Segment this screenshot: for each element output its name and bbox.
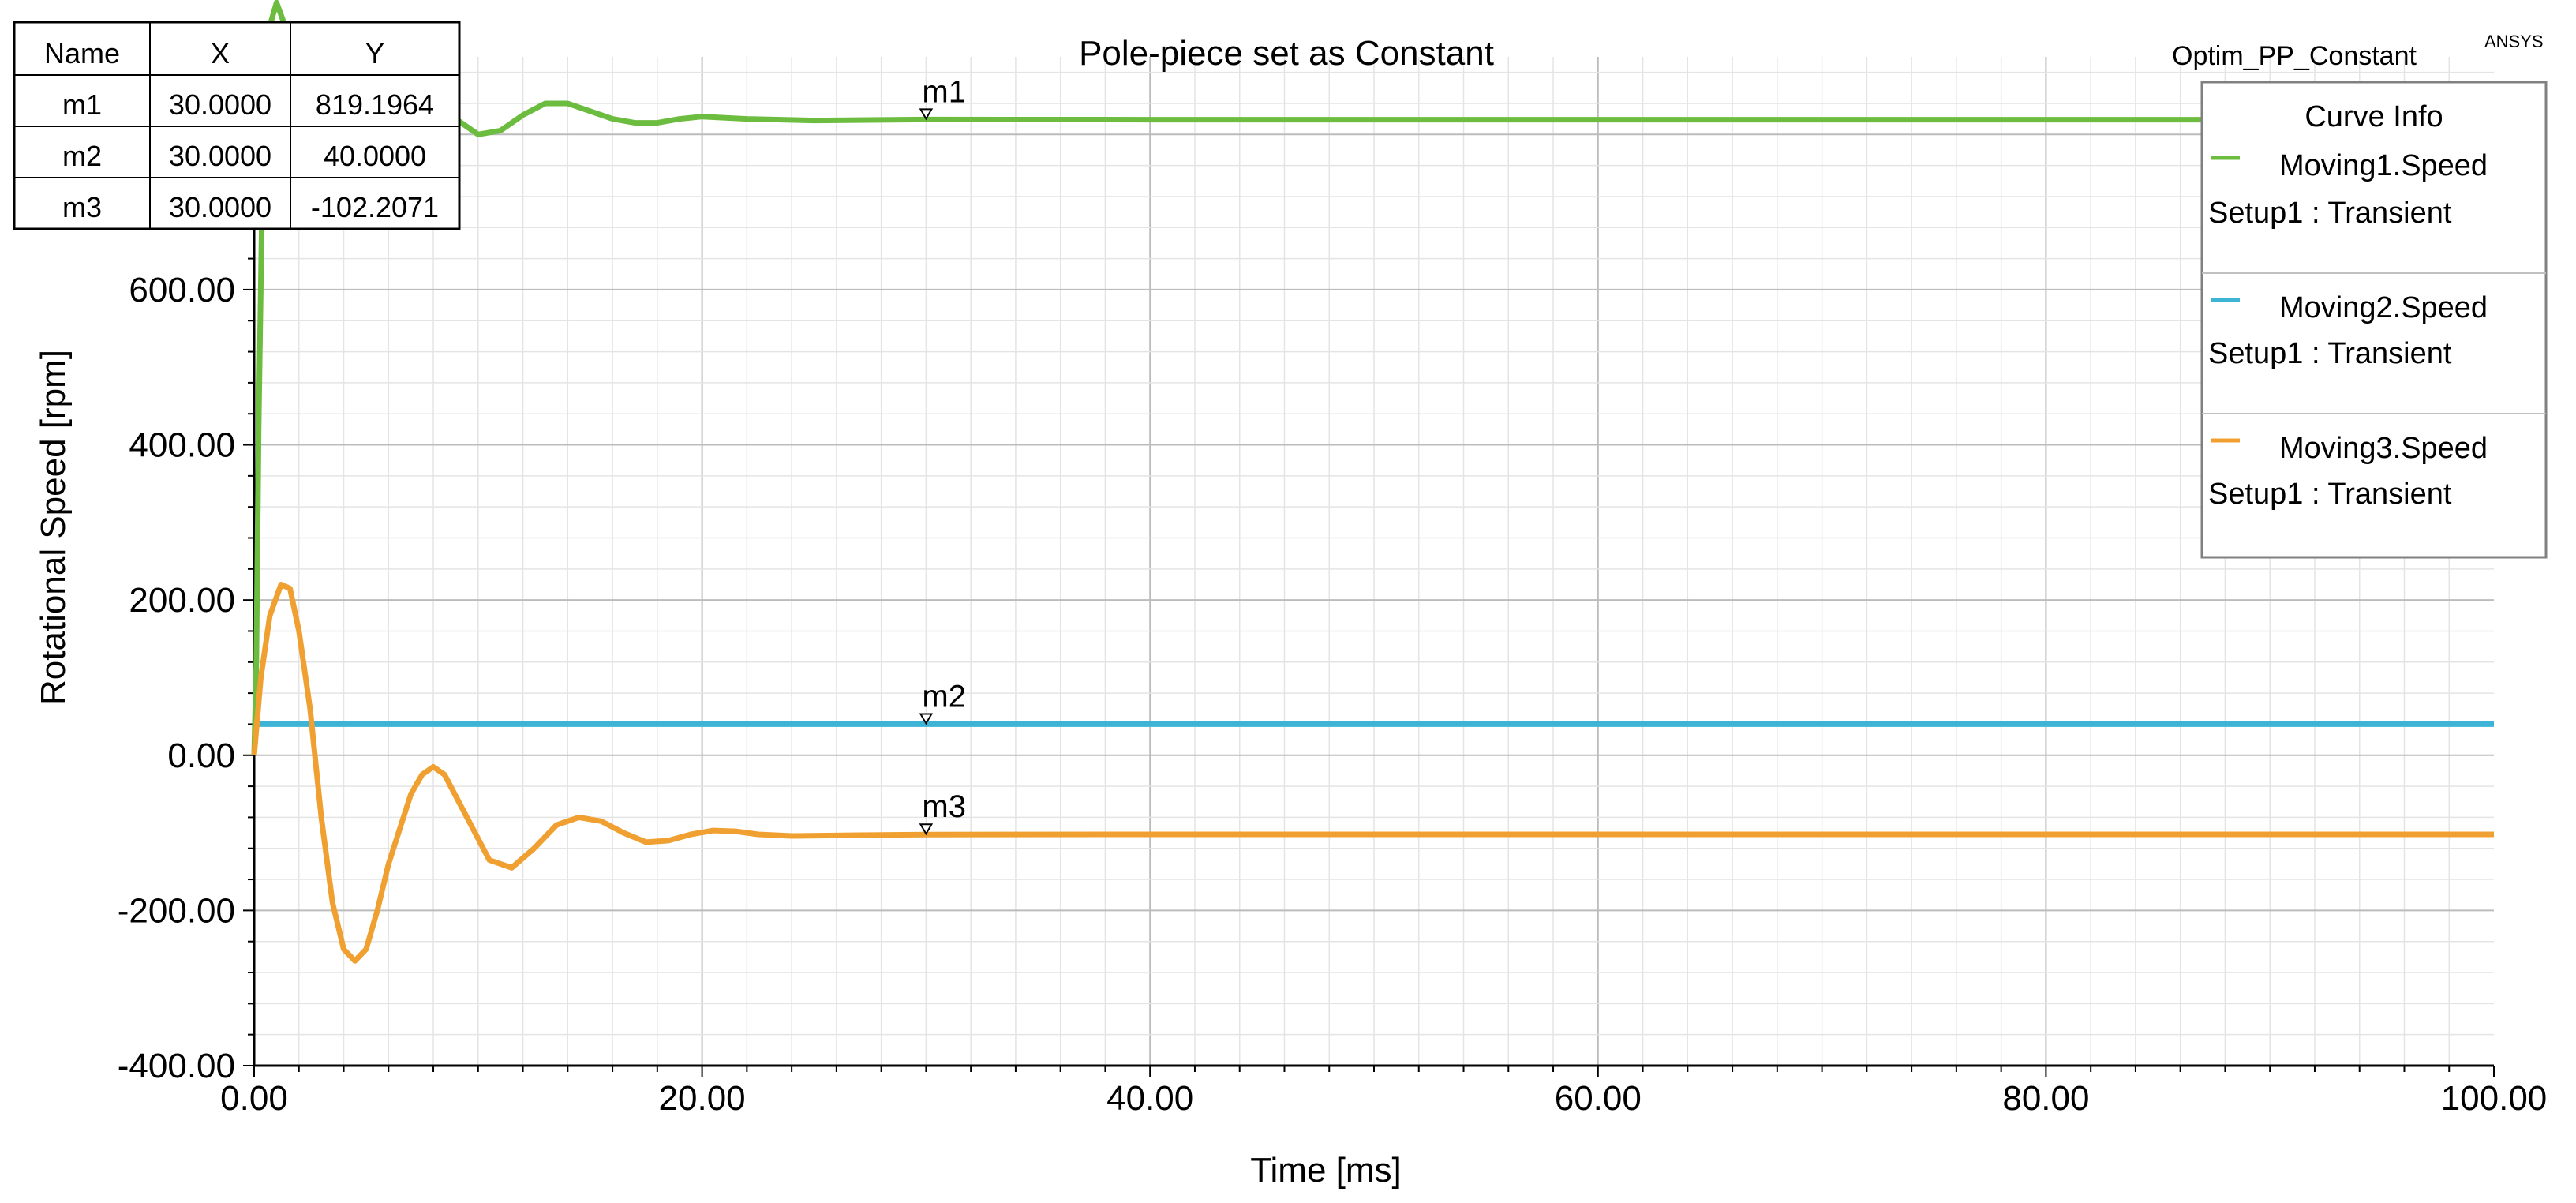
x-tick-label: 20.00 (659, 1079, 746, 1118)
legend-entry-setup: Setup1 : Transient (2208, 197, 2452, 230)
legend-entry-name: Moving2.Speed (2279, 291, 2488, 324)
x-tick-label: 40.00 (1106, 1079, 1193, 1118)
design-name: Optim_PP_Constant (2172, 41, 2417, 71)
y-axis-label: Rotational Speed [rpm] (34, 350, 73, 705)
chart-title: Pole-piece set as Constant (1079, 34, 1494, 73)
y-tick-labels: -400.00-200.000.00200.00400.00600.00800.… (118, 115, 235, 1085)
series-lines (251, 0, 2494, 964)
marker-table-cell: 40.0000 (324, 140, 426, 172)
ansys-logo: ANSYS (2484, 32, 2544, 51)
y-tick-label: 600.00 (129, 271, 235, 309)
series-line-1 (251, 0, 2494, 755)
legend-entry-setup: Setup1 : Transient (2208, 478, 2452, 511)
x-tick-label: 60.00 (1555, 1079, 1642, 1118)
y-tick-label: 0.00 (167, 736, 235, 775)
marker-table-cell: 30.0000 (169, 191, 271, 223)
marker-table-cell: m1 (62, 88, 102, 121)
marker-table-cell: -102.2071 (311, 191, 439, 223)
marker-table-header: X (211, 37, 230, 69)
x-axis-label: Time [ms] (1250, 1151, 1401, 1190)
marker-table-cell: 30.0000 (169, 140, 271, 172)
marker-table-cell: 30.0000 (169, 88, 271, 121)
marker-table-cell: m2 (62, 140, 102, 172)
legend-entry-setup: Setup1 : Transient (2208, 337, 2452, 370)
x-tick-labels: 0.00 20.00 40.00 60.00 80.00 100.00 (220, 1079, 2547, 1118)
marker-table-cell: 819.1964 (316, 88, 434, 121)
marker-m3-label: m3 (922, 789, 966, 824)
marker-table-cell: m3 (62, 191, 102, 223)
series-line-3 (251, 582, 2494, 964)
marker-table-header: Y (365, 37, 384, 69)
y-tick-label: 200.00 (129, 581, 235, 620)
y-tick-label: -400.00 (118, 1047, 235, 1085)
x-tick-label: 100.00 (2441, 1079, 2548, 1118)
legend-entry-name: Moving3.Speed (2279, 432, 2488, 465)
marker-m1-label: m1 (922, 74, 966, 109)
legend[interactable]: Curve Info Moving1.Speed Setup1 : Transi… (2200, 81, 2548, 559)
x-tick-label: 0.00 (220, 1079, 288, 1118)
legend-entry-name: Moving1.Speed (2279, 149, 2488, 182)
x-tick-label: 80.00 (2002, 1079, 2089, 1118)
marker-m2-triangle (919, 713, 934, 725)
y-tick-label: 400.00 (129, 426, 235, 465)
marker-table[interactable]: Name X Y m1 30.0000 819.1964 m2 30.0000 … (13, 21, 461, 230)
markers: m1 m2 m3 (919, 74, 966, 836)
y-tick-label: -200.00 (118, 891, 235, 930)
legend-frame (2200, 81, 2548, 559)
marker-table-header: Name (44, 37, 120, 69)
marker-m2-label: m2 (922, 679, 966, 714)
legend-title: Curve Info (2305, 100, 2443, 133)
marker-m1-triangle (919, 108, 934, 121)
marker-m3-triangle (919, 823, 934, 836)
